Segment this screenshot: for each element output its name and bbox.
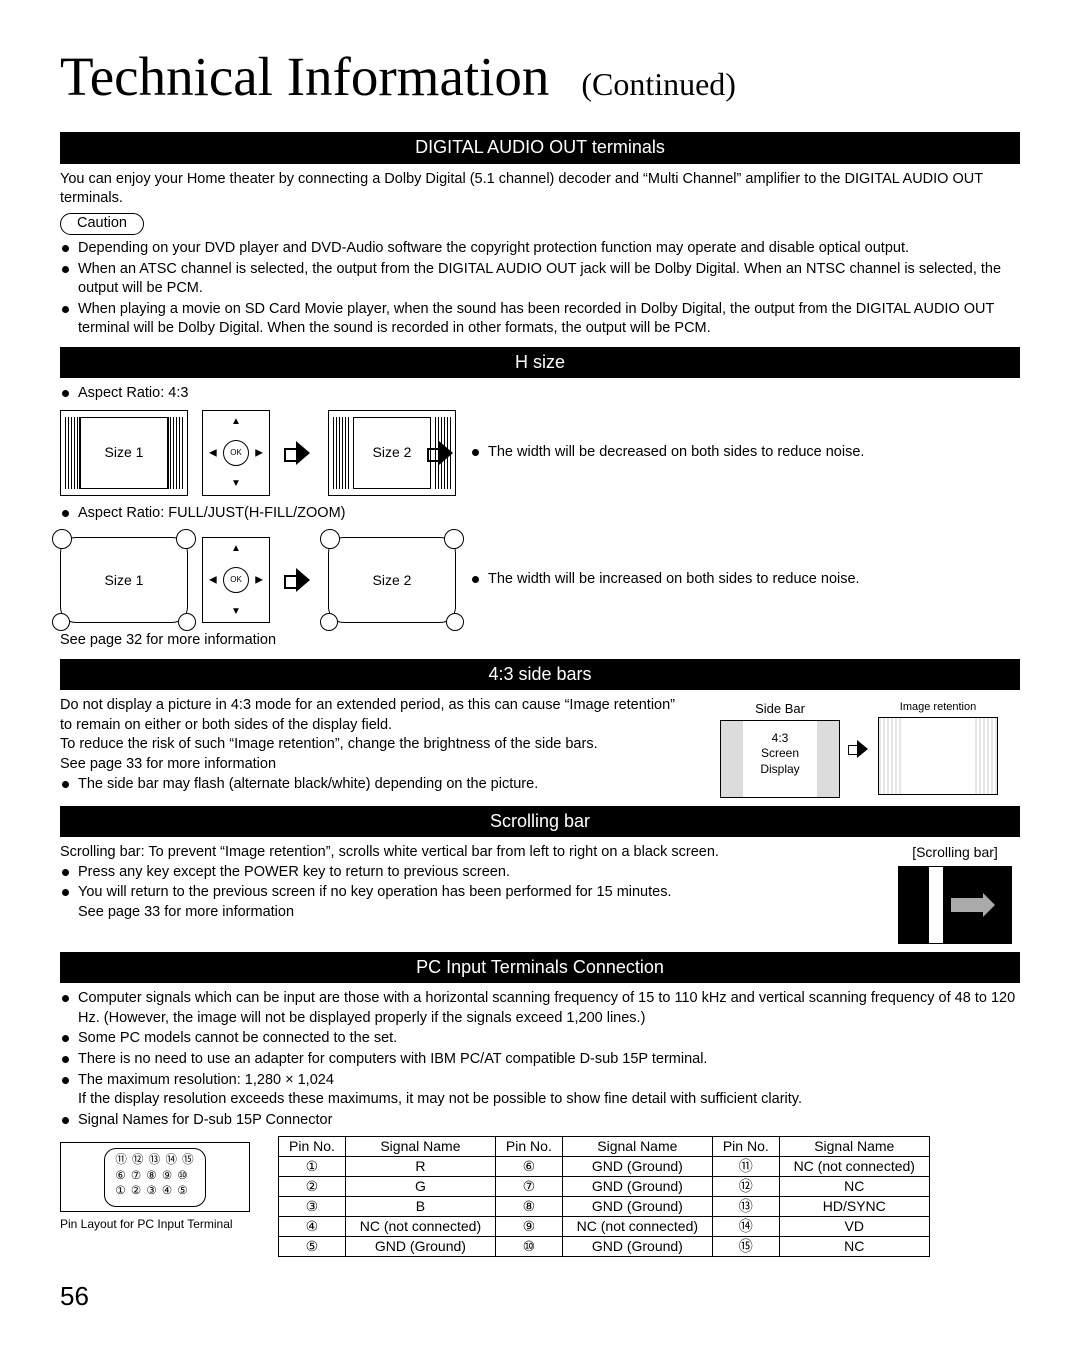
sidebars-see-more: See page 33 for more information [60, 755, 690, 775]
hsize-full-size1-box: Size 1 [60, 537, 188, 623]
connector-block: ⑪ ⑫ ⑬ ⑭ ⑮ ⑥ ⑦ ⑧ ⑨ ⑩ ① ② ③ ④ ⑤ Pin Layout… [60, 1136, 250, 1232]
list-item: Press any key except the POWER key to re… [60, 863, 1020, 883]
arrow-right-icon: ▶ [255, 446, 263, 460]
list-item: Depending on your DVD player and DVD-Aud… [60, 239, 1020, 259]
section-heading-pc: PC Input Terminals Connection [60, 952, 1020, 983]
ok-icon: OK [223, 440, 249, 466]
page-number: 56 [60, 1279, 1020, 1314]
center-screen: Screen [761, 746, 799, 760]
aspect-ratio-43-label: Aspect Ratio: 4:3 [60, 384, 1020, 404]
remote-icon: OK ▲ ▼ ◀ ▶ [202, 410, 270, 496]
section-heading-digital-audio: DIGITAL AUDIO OUT terminals [60, 132, 1020, 163]
th-sig: Signal Name [345, 1137, 495, 1157]
pin-row-top: ⑪ ⑫ ⑬ ⑭ ⑮ [115, 1153, 194, 1169]
pin-row-mid: ⑥ ⑦ ⑧ ⑨ ⑩ [115, 1169, 194, 1185]
list-item: There is no need to use an adapter for c… [60, 1050, 1020, 1070]
arrow-up-icon: ▲ [231, 542, 241, 556]
hsize-43-size1-box: Size 1 [60, 410, 188, 496]
sidebar-label: Side Bar [720, 700, 840, 718]
list-item: Computer signals which can be input are … [60, 989, 1020, 1028]
list-item: You will return to the previous screen i… [60, 883, 1020, 922]
arrow-right-icon [284, 441, 314, 465]
th-pin: Pin No. [712, 1137, 779, 1157]
arrow-up-icon: ▲ [231, 415, 241, 429]
arrow-left-icon: ◀ [209, 446, 217, 460]
center-43: 4:3 [772, 731, 789, 745]
arrow-right-icon [848, 740, 870, 758]
th-pin: Pin No. [495, 1137, 562, 1157]
connector-caption: Pin Layout for PC Input Terminal [60, 1216, 250, 1232]
list-item: When an ATSC channel is selected, the ou… [60, 260, 1020, 299]
ok-icon: OK [223, 567, 249, 593]
table-row: ②G ⑦GND (Ground) ⑫NC [279, 1177, 930, 1197]
th-pin: Pin No. [279, 1137, 346, 1157]
size2-label: Size 2 [373, 571, 412, 590]
remote-icon: OK ▲ ▼ ◀ ▶ [202, 537, 270, 623]
section-heading-sidebars: 4:3 side bars [60, 659, 1020, 690]
table-row: ⑤GND (Ground) ⑩GND (Ground) ⑮NC [279, 1237, 930, 1257]
arrow-right-icon [284, 568, 314, 592]
th-sig: Signal Name [562, 1137, 712, 1157]
hsize-note-increase: The width will be increased on both side… [470, 570, 1020, 590]
list-item: The maximum resolution: 1,280 × 1,024 If… [60, 1071, 1020, 1110]
aspect-ratio-full-label: Aspect Ratio: FULL/JUST(H-FILL/ZOOM) [60, 504, 1020, 524]
table-row: ④NC (not connected) ⑨NC (not connected) … [279, 1217, 930, 1237]
list-item: Signal Names for D-sub 15P Connector [60, 1111, 1020, 1131]
arrow-down-icon: ▼ [231, 605, 241, 619]
digital-audio-bullets: Depending on your DVD player and DVD-Aud… [60, 239, 1020, 339]
scrolling-line1: Scrolling bar: To prevent “Image retenti… [60, 843, 1020, 863]
digital-audio-intro: You can enjoy your Home theater by conne… [60, 170, 1020, 209]
hsize-note-decrease: The width will be decreased on both side… [470, 443, 1020, 463]
pin-table: Pin No. Signal Name Pin No. Signal Name … [278, 1136, 930, 1257]
list-item: Some PC models cannot be connected to th… [60, 1029, 1020, 1049]
page-title: Technical Information [60, 46, 549, 107]
section-heading-hsize: H size [60, 347, 1020, 378]
center-display: Display [760, 762, 799, 776]
th-sig: Signal Name [779, 1137, 929, 1157]
arrow-down-icon: ▼ [231, 477, 241, 491]
arrow-left-icon [427, 441, 457, 465]
caution-label: Caution [60, 213, 144, 236]
hsize-43-size2-box: Size 2 [328, 410, 456, 496]
section-heading-scrolling: Scrolling bar [60, 806, 1020, 837]
list-item: When playing a movie on SD Card Movie pl… [60, 300, 1020, 339]
sidebars-p1: Do not display a picture in 4:3 mode for… [60, 696, 690, 735]
scrolling-diagram-label: [Scrolling bar] [890, 843, 1020, 862]
sidebars-diagram: Side Bar 4:3 Screen Display Image retent… [720, 696, 1020, 798]
pin-row-bot: ① ② ③ ④ ⑤ [115, 1184, 194, 1200]
arrow-left-icon: ◀ [209, 574, 217, 588]
retention-label: Image retention [878, 700, 998, 715]
arrow-right-icon: ▶ [255, 574, 263, 588]
hsize-full-size2-box: Size 2 [328, 537, 456, 623]
table-row: ③B ⑧GND (Ground) ⑬HD/SYNC [279, 1197, 930, 1217]
sidebars-bullet: The side bar may flash (alternate black/… [60, 775, 690, 795]
table-row: ①R ⑥GND (Ground) ⑪NC (not connected) [279, 1157, 930, 1177]
size1-label: Size 1 [105, 571, 144, 590]
page-subtitle: (Continued) [581, 66, 736, 102]
hsize-see-more: See page 32 for more information [60, 631, 1020, 651]
sidebars-p2: To reduce the risk of such “Image retent… [60, 735, 690, 755]
